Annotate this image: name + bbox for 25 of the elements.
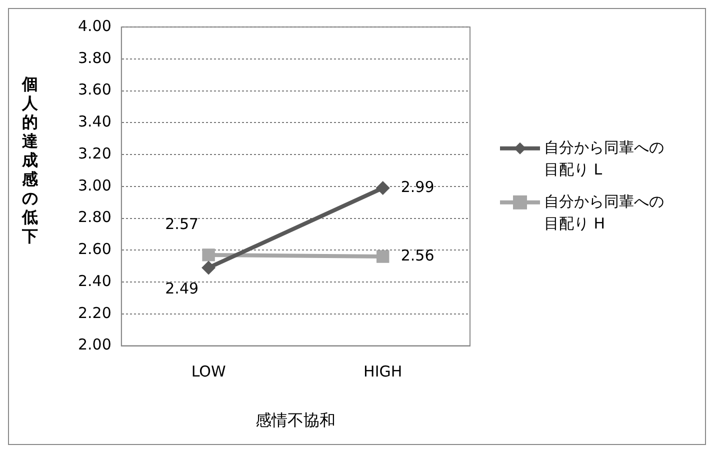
point (376, 180, 390, 195)
data-label: 2.56 (400, 246, 434, 264)
y-tick-label: 3.20 (78, 144, 112, 162)
data-label: 2.57 (165, 214, 199, 233)
point (202, 248, 215, 262)
legend-label: 自分から同輩への目配り H (544, 192, 664, 232)
text: 個人的達成感の低下 (22, 74, 38, 246)
y-tick-label: 2.40 (78, 272, 112, 290)
y-tick-label: 3.00 (78, 176, 112, 194)
y-tick-label: 3.60 (78, 80, 112, 99)
point (202, 260, 216, 275)
x-tick-label: LOW (191, 362, 226, 381)
y-tick-label: 3.80 (78, 48, 112, 67)
data-label: 2.49 (165, 280, 199, 298)
y-tick-label: 2.60 (78, 240, 112, 258)
x-axis-title: 感情不協和 (256, 410, 336, 430)
y-tick-label: 2.80 (78, 208, 112, 226)
point (376, 250, 390, 263)
legend-label: 自分から同輩への目配り L (544, 138, 664, 178)
data-label: 2.99 (400, 178, 434, 196)
y-tick-label: 3.40 (78, 112, 112, 131)
y-tick-label: 2.00 (78, 336, 112, 354)
x-tick-label: HIGH (364, 362, 402, 381)
y-tick-label: 4.00 (78, 16, 112, 35)
y-tick-label: 2.20 (78, 304, 112, 322)
